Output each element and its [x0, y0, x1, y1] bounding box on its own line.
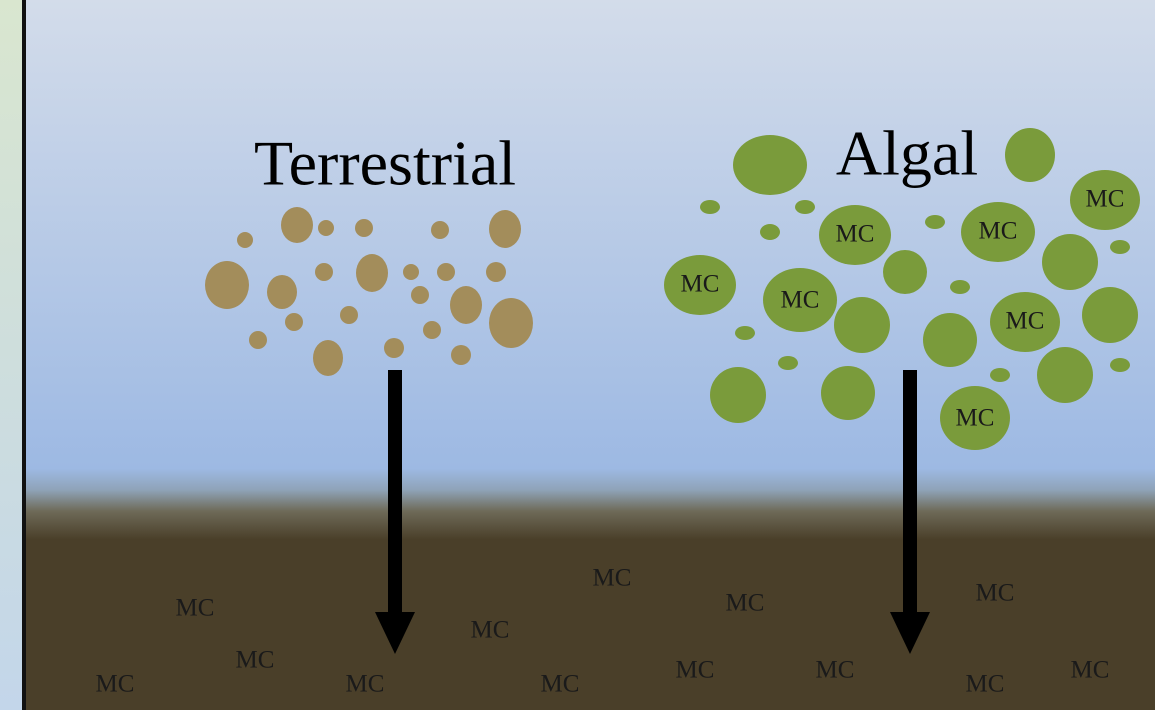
- mc-label: MC: [1006, 308, 1045, 335]
- mc-label: MC: [541, 671, 580, 698]
- mc-label: MC: [781, 287, 820, 314]
- mc-label: MC: [1086, 186, 1125, 213]
- mc-label: MC: [681, 271, 720, 298]
- mc-label: MC: [726, 590, 765, 617]
- algal-mc-labels: MC MC MC MC MC MC MC: [681, 186, 1125, 432]
- mc-label: MC: [836, 221, 875, 248]
- mc-label: MC: [979, 218, 1018, 245]
- mc-label: MC: [96, 671, 135, 698]
- mc-label: MC: [176, 595, 215, 622]
- mc-label: MC: [676, 657, 715, 684]
- terrestrial-label: Terrestrial: [254, 128, 516, 199]
- mc-label: MC: [1071, 657, 1110, 684]
- side-strip: [0, 0, 22, 710]
- mc-label: MC: [236, 647, 275, 674]
- mc-label: MC: [346, 671, 385, 698]
- mc-label: MC: [956, 405, 995, 432]
- mc-label: MC: [471, 617, 510, 644]
- mc-label: MC: [593, 565, 632, 592]
- sediment-mc-labels: MC MC MC MC MC MC MC MC MC MC MC MC MC: [96, 565, 1110, 698]
- algal-particles: [664, 128, 1140, 450]
- mc-label: MC: [976, 580, 1015, 607]
- arrows: [375, 370, 930, 654]
- algal-label: Algal: [836, 118, 978, 189]
- mc-label: MC: [966, 671, 1005, 698]
- mc-label: MC: [816, 657, 855, 684]
- terrestrial-particles: [205, 207, 533, 376]
- side-border: [22, 0, 26, 710]
